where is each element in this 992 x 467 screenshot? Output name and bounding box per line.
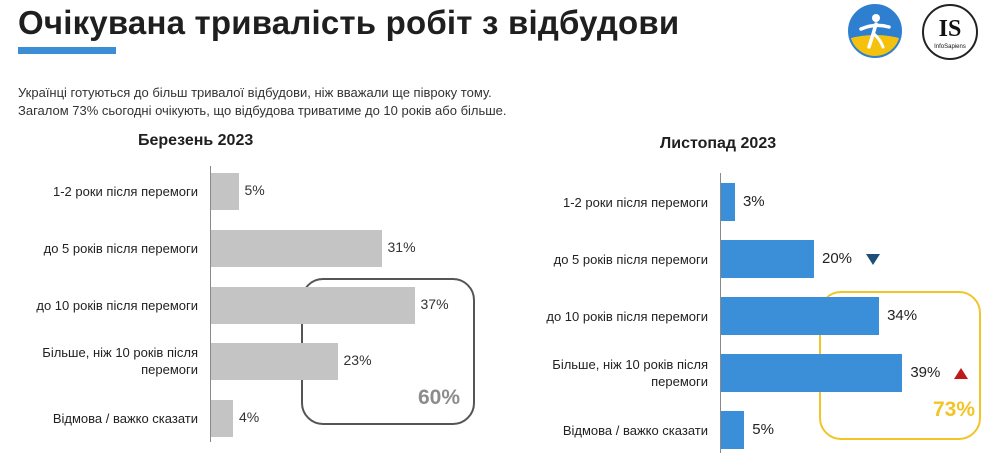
march-bar [211,342,338,380]
march-value-label: 37% [420,296,449,312]
logo-subtext: InfoSapiens [934,44,966,50]
logo-text: IS [939,16,962,42]
november-value-label: 39% [910,364,941,381]
subtitle-line-2: Загалом 73% сьогодні очікують, що відбуд… [18,103,507,118]
march-axis-line [210,166,211,442]
march-category-label: до 10 років після перемоги [36,297,198,313]
november-value-label: 34% [887,307,918,324]
panel-title-march: Березень 2023 [138,132,254,149]
march-value-label: 4% [239,409,260,425]
subtitle: Українці готуються до більш тривалої від… [18,84,507,120]
november-bar [721,411,745,449]
organization-logo [847,3,903,59]
march-bar [211,286,415,324]
march-bar [211,229,382,267]
november-value-label: 20% [822,250,853,267]
march-value-label: 5% [244,182,265,198]
subtitle-line-1: Українці готуються до більш тривалої від… [18,85,492,100]
march-category-label: Більше, ніж 10 років після перемоги [42,345,198,377]
november-value-label: 3% [742,193,765,210]
november-bar [721,183,735,221]
increase-marker-icon [954,368,969,379]
november-category-label: Більше, ніж 10 років після перемоги [552,357,708,389]
november-bar [721,240,814,278]
decrease-marker-icon [866,254,880,265]
november-bar [721,297,880,335]
page-title: Очікувана тривалість робіт з відбудови [18,4,680,41]
march-value-label: 31% [387,239,416,255]
november-category-label: 1-2 роки після перемоги [563,194,708,210]
november-category-label: до 10 років після перемоги [546,308,708,324]
march-bar [211,399,233,437]
march-category-label: Відмова / важко сказати [52,410,198,426]
november-category-label: Відмова / важко сказати [562,422,708,438]
november-category-label: до 5 років після перемоги [553,251,708,267]
march-value-label: 23% [343,352,372,368]
march-category-label: 1-2 роки після перемоги [53,183,198,199]
infosapiens-logo: IS InfoSapiens [921,3,979,61]
november-bar [721,354,903,392]
march-bar [211,172,239,210]
november-axis-line [720,173,721,453]
march-category-label: до 5 років після перемоги [43,240,198,256]
november-value-label: 5% [752,421,774,438]
november-summary-value: 73% [933,398,976,421]
panel-title-november: Листопад 2023 [660,135,777,152]
title-underline [18,47,116,54]
march-summary-value: 60% [418,386,461,409]
